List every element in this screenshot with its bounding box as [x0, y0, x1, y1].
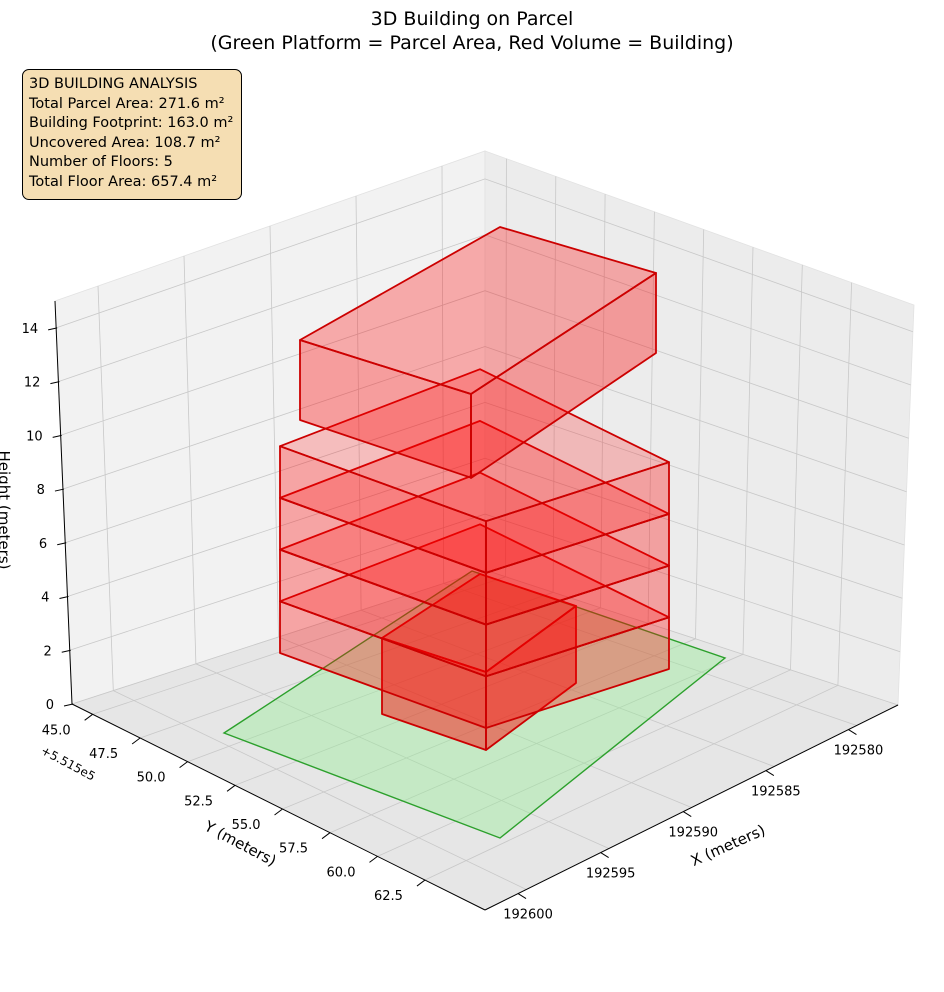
- y-tick: [226, 784, 236, 792]
- building-layer: [279, 226, 670, 751]
- z-axis-label: Height (meters): [0, 451, 13, 570]
- z-tick-label: 14: [22, 322, 39, 337]
- chart-title: 3D Building on Parcel: [370, 8, 574, 30]
- floor-5-top: [299, 226, 657, 395]
- z-tick-label: 8: [37, 483, 45, 498]
- z-tick-label: 10: [26, 429, 43, 444]
- y-tick: [131, 737, 141, 745]
- z-tick: [61, 649, 71, 653]
- x-tick: [765, 770, 775, 777]
- y-tick: [179, 761, 188, 769]
- y-tick: [84, 713, 93, 721]
- y-tick-label: 60.0: [327, 865, 356, 880]
- z-tick: [57, 542, 67, 546]
- z-tick: [59, 596, 69, 600]
- info-footprint: Building Footprint: 163.0 m²: [29, 115, 234, 132]
- z-tick-label: 12: [24, 376, 41, 391]
- info-parcel-area: Total Parcel Area: 271.6 m²: [29, 95, 225, 112]
- x-tick: [682, 811, 692, 818]
- z-tick: [63, 703, 74, 707]
- x-tick: [600, 852, 609, 859]
- y-tick-label: 47.5: [89, 747, 118, 762]
- info-floor-area: Total Floor Area: 657.4 m²: [29, 173, 218, 190]
- analysis-info-box: 3D BUILDING ANALYSIS Total Parcel Area: …: [22, 69, 242, 200]
- x-tick-label: 192585: [751, 785, 801, 800]
- x-tick: [848, 729, 857, 736]
- y-tick-label: 57.5: [279, 842, 308, 857]
- y-tick: [274, 808, 283, 816]
- floor-4-top: [279, 368, 670, 523]
- parcel-platform: [222, 570, 727, 839]
- x-tick-label: 192580: [834, 744, 884, 759]
- info-floors: Number of Floors: 5: [29, 154, 173, 171]
- y-tick-label: 45.0: [42, 723, 71, 738]
- x-tick-label: 192590: [668, 826, 718, 841]
- z-tick: [52, 434, 62, 438]
- z-tick: [50, 381, 60, 385]
- z-tick-label: 2: [43, 644, 51, 659]
- z-tick-label: 6: [39, 537, 47, 552]
- z-tick: [48, 327, 58, 331]
- z-tick-label: 4: [41, 591, 49, 606]
- x-tick-label: 192595: [586, 867, 636, 882]
- info-uncovered: Uncovered Area: 108.7 m²: [29, 134, 221, 151]
- y-tick: [369, 855, 378, 863]
- y-tick-label: 55.0: [232, 818, 261, 833]
- y-tick-label: 62.5: [374, 889, 403, 904]
- y-tick-label: 52.5: [184, 794, 213, 809]
- info-heading: 3D BUILDING ANALYSIS: [29, 76, 198, 92]
- y-tick: [416, 879, 426, 887]
- z-tick-label: 0: [46, 698, 54, 713]
- y-tick: [321, 832, 331, 840]
- y-tick-label: 50.0: [137, 771, 166, 786]
- parcel-layer: [222, 570, 727, 839]
- axes: 0 2 4 6 8 10 12 14 45.0 47.5 50.0 52.5 55.0 57.5 60.0 6…: [22, 300, 899, 923]
- x-tick-label: 192600: [503, 908, 553, 923]
- x-tick: [517, 893, 527, 900]
- z-tick: [54, 488, 65, 492]
- chart-subtitle: (Green Platform = Parcel Area, Red Volum…: [210, 32, 734, 54]
